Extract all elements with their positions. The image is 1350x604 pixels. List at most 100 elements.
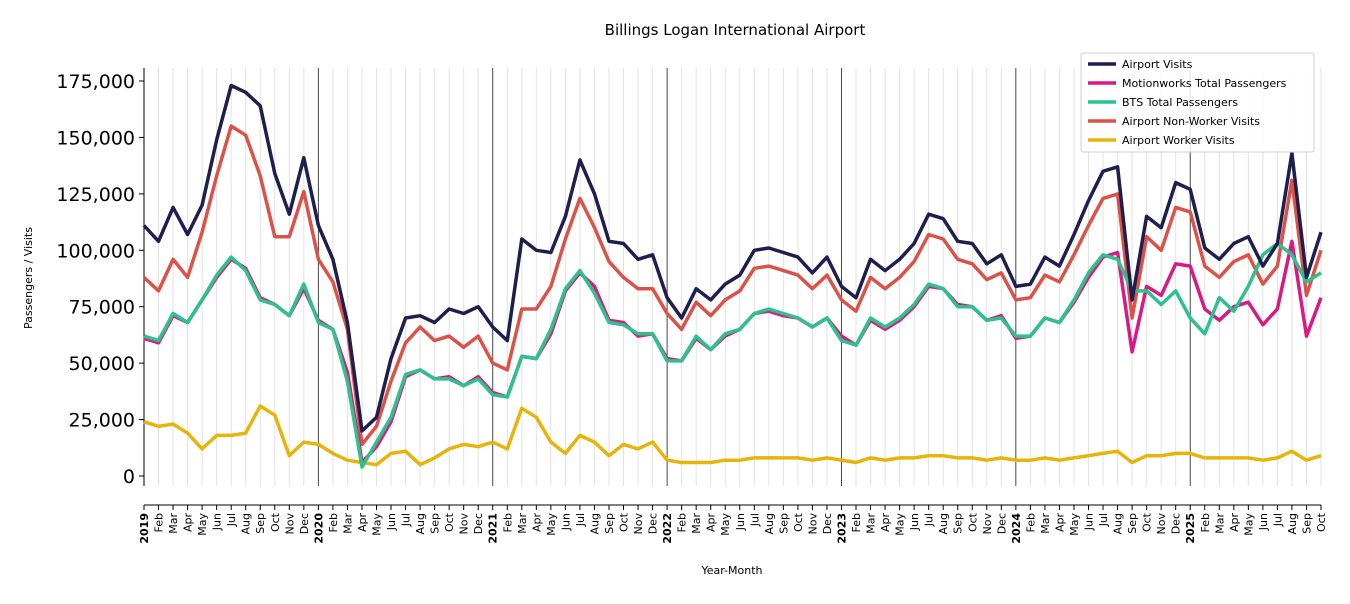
x-tick-month-label: Aug <box>588 513 601 534</box>
x-tick-month-label: Mar <box>690 513 703 534</box>
x-tick-month-label: Sep <box>254 513 267 534</box>
y-tick-label: 150,000 <box>56 127 135 149</box>
x-tick-month-label: Apr <box>356 513 369 533</box>
x-tick-month-label: Jul <box>1271 513 1284 527</box>
legend: Airport Visits Motionworks Total Passenge… <box>1080 52 1315 153</box>
legend-label: Airport Worker Visits <box>1122 134 1235 147</box>
x-tick-month-label: Feb <box>850 513 863 532</box>
x-tick-month-label: Sep <box>1300 513 1313 534</box>
series-lines <box>142 83 1323 469</box>
x-tick-month-label: Mar <box>865 513 878 534</box>
x-tick-month-label: Jul <box>225 513 238 527</box>
x-tick-month-label: Dec <box>995 513 1008 534</box>
x-tick-month-label: Oct <box>966 512 979 532</box>
x-tick-month-label: Sep <box>777 513 790 534</box>
x-tick-month-label: Apr <box>182 513 195 533</box>
y-tick-label: 175,000 <box>56 71 135 93</box>
x-tick-month-label: May <box>196 513 209 536</box>
x-tick-month-label: Mar <box>167 513 180 534</box>
y-axis-label: Passengers / Visits <box>22 227 35 329</box>
y-tick-label: 125,000 <box>56 184 135 206</box>
x-tick-month-label: Jun <box>1257 513 1270 531</box>
x-tick-year-label: 2019 <box>138 513 151 544</box>
x-tick-month-label: Oct <box>1141 512 1154 532</box>
x-tick-month-label: Dec <box>647 513 660 534</box>
x-tick-month-label: Aug <box>763 513 776 534</box>
x-tick-year-label: 2025 <box>1184 513 1197 544</box>
series-line-bts-total-passengers <box>143 241 1322 469</box>
y-tick-label: 0 <box>123 466 135 488</box>
x-tick-month-label: Nov <box>1155 513 1168 535</box>
x-tick-month-label: Apr <box>1228 513 1241 533</box>
x-tick-year-label: 2024 <box>1010 513 1023 544</box>
x-tick-month-label: Feb <box>327 513 340 532</box>
chart-title: Billings Logan International Airport <box>605 21 866 39</box>
x-tick-month-label: Jun <box>559 513 572 531</box>
legend-box <box>1080 52 1315 153</box>
x-axis-label: Year-Month <box>700 564 762 577</box>
x-tick-year-label: 2022 <box>661 513 674 544</box>
x-tick-month-label: Apr <box>1053 513 1066 533</box>
legend-label: BTS Total Passengers <box>1122 96 1238 109</box>
x-tick-month-label: Sep <box>603 513 616 534</box>
x-tick-month-label: Mar <box>1213 513 1226 534</box>
x-tick-month-label: May <box>894 513 907 536</box>
y-tick-label: 25,000 <box>69 410 135 432</box>
x-tick-year-label: 2023 <box>835 513 848 544</box>
x-tick-month-label: Sep <box>429 513 442 534</box>
x-tick-month-label: May <box>1068 513 1081 536</box>
x-tick-month-label: Oct <box>1315 512 1328 532</box>
x-tick-month-label: Oct <box>269 512 282 532</box>
x-tick-month-label: Apr <box>530 513 543 533</box>
legend-label: Motionworks Total Passengers <box>1122 77 1287 90</box>
x-tick-month-label: Jun <box>1083 513 1096 531</box>
x-tick-month-label: Nov <box>632 513 645 535</box>
x-tick-month-label: Mar <box>516 513 529 534</box>
x-tick-month-label: Oct <box>443 512 456 532</box>
x-tick-month-label: May <box>719 513 732 536</box>
x-tick-month-label: Nov <box>806 513 819 535</box>
series-line-airport-visits <box>142 83 1323 433</box>
x-tick-month-label: May <box>545 513 558 536</box>
x-tick-month-label: Feb <box>153 513 166 532</box>
x-tick-month-label: Sep <box>952 513 965 534</box>
grid-lines <box>158 68 1322 486</box>
x-tick-month-label: Feb <box>501 513 514 532</box>
x-tick-month-label: Jun <box>211 513 224 531</box>
x-tick-month-label: Jun <box>385 513 398 531</box>
series-line-motionworks-total-passengers <box>143 239 1323 465</box>
x-tick-month-label: Dec <box>472 513 485 534</box>
x-tick-month-label: Feb <box>1024 513 1037 532</box>
x-tick-month-label: Nov <box>458 513 471 535</box>
x-tick-month-label: Aug <box>1286 513 1299 534</box>
x-tick-month-label: Dec <box>1170 513 1183 534</box>
x-tick-month-label: Aug <box>240 513 253 534</box>
y-tick-label: 50,000 <box>69 353 135 375</box>
x-tick-month-label: Dec <box>821 513 834 534</box>
x-tick-month-label: Jul <box>400 513 413 527</box>
y-tick-label: 100,000 <box>56 240 135 262</box>
series-line-airport-non-worker-visits <box>142 124 1323 447</box>
x-tick-year-label: 2021 <box>487 513 500 544</box>
x-tick-month-label: Apr <box>705 513 718 533</box>
x-tick-month-label: Nov <box>981 513 994 535</box>
x-tick-month-label: Jun <box>734 513 747 531</box>
x-tick-month-label: Aug <box>937 513 950 534</box>
x-tick-month-label: Jul <box>1097 513 1110 527</box>
x-tick-month-label: Jul <box>574 513 587 527</box>
x-tick-year-label: 2020 <box>312 513 325 544</box>
x-tick-month-label: Feb <box>676 513 689 532</box>
x-tick-month-label: Oct <box>618 512 631 532</box>
x-tick-month-label: May <box>370 513 383 536</box>
series-line-airport-worker-visits <box>143 404 1322 467</box>
x-tick-month-label: Aug <box>414 513 427 534</box>
x-tick-month-label: Jun <box>908 513 921 531</box>
x-tick-month-label: Feb <box>1199 513 1212 532</box>
x-tick-month-label: Mar <box>341 513 354 534</box>
y-tick-label: 75,000 <box>69 297 135 319</box>
x-tick-month-label: Jul <box>923 513 936 527</box>
legend-label: Airport Visits <box>1122 58 1193 71</box>
axes: 0 25,000 50,000 75,000 100,000 125,000 150,000… <box>56 68 1328 544</box>
x-tick-month-label: Jul <box>748 513 761 527</box>
